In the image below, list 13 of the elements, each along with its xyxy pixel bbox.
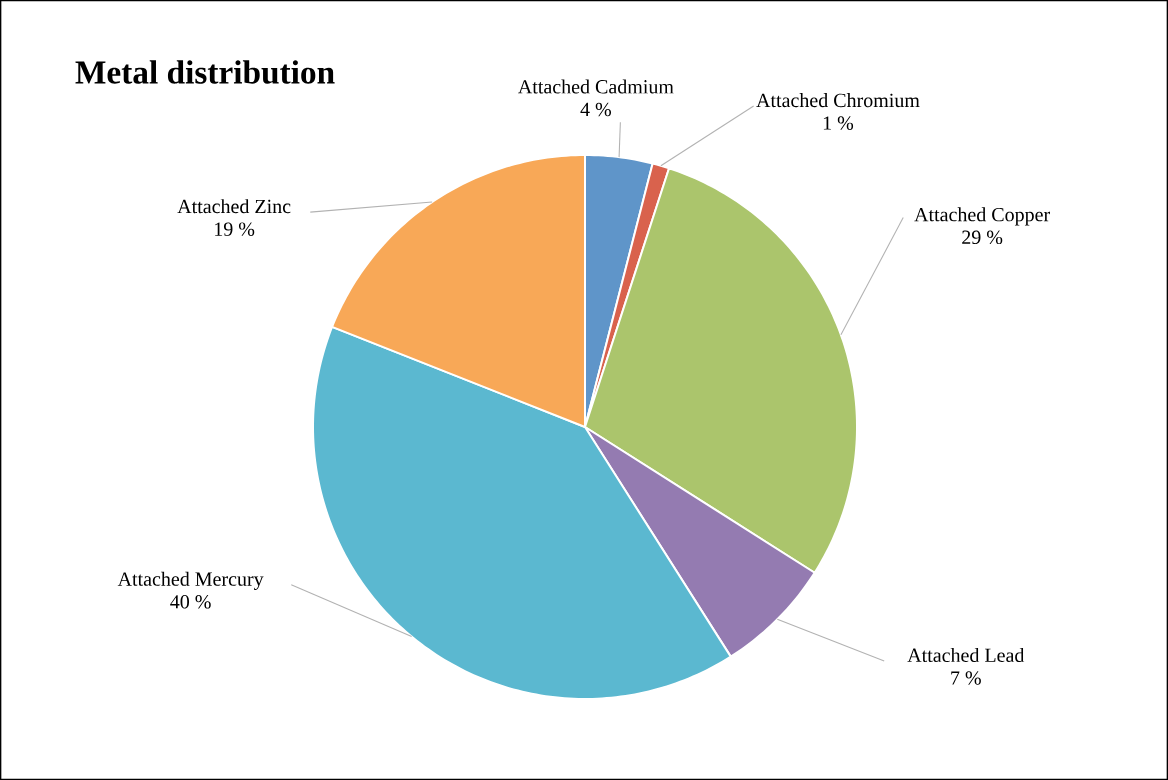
- slice-label: Attached Copper: [914, 207, 1050, 226]
- data-label: 4 %: [580, 102, 612, 117]
- slice-label: Attached Chromium: [756, 93, 920, 108]
- slice-label: Attached Cadmium: [518, 79, 674, 94]
- chart-title: Metal distribution: [75, 60, 335, 84]
- data-label: 19 %: [215, 222, 255, 236]
- slice-label: Attached Lead: [907, 647, 1025, 663]
- slice-label: Attached Mercury: [117, 571, 264, 590]
- data-label: 7 %: [951, 671, 981, 685]
- slice-label: Attached Zinc: [177, 199, 291, 214]
- data-label: 1 %: [823, 116, 854, 130]
- data-label: 40 %: [170, 595, 211, 609]
- data-label: 29 %: [962, 230, 1003, 245]
